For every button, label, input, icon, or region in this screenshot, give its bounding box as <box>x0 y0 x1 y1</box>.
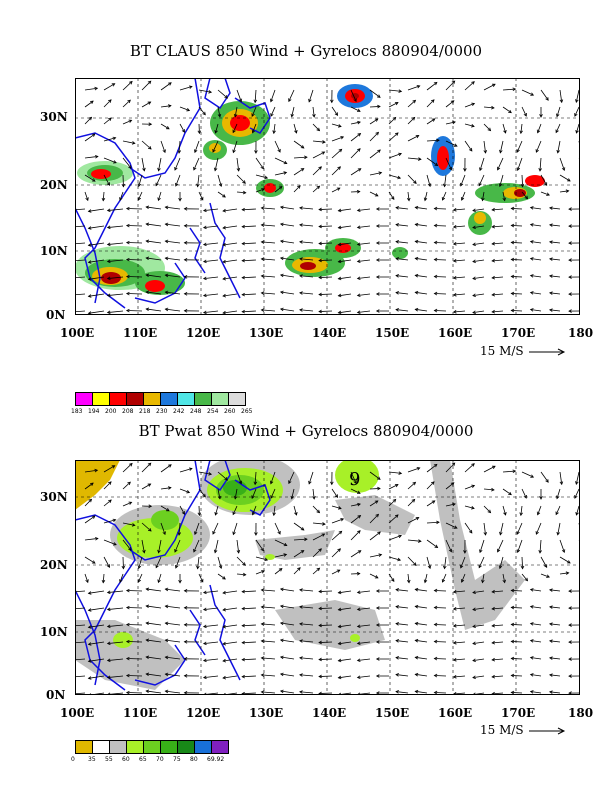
lon-label-110e: 110E <box>123 326 158 340</box>
cloud-top-colorbar-swatch <box>126 392 144 406</box>
precip-water-colorbar <box>75 740 229 754</box>
precip-water-colorbar-swatch <box>177 740 195 754</box>
lon-label-120e: 120E <box>186 706 221 720</box>
cloud-top-colorbar <box>75 392 246 406</box>
lon-label-140e: 140E <box>312 706 347 720</box>
cloud-top-colorbar-tick-label: 242 <box>173 408 185 415</box>
cloud-top-colorbar-tick-label: 265 <box>241 408 253 415</box>
scale-arrow-icon <box>529 727 566 734</box>
precip-water-colorbar-tick-label: 35 <box>88 756 96 763</box>
lon-label-150e: 150E <box>375 326 410 340</box>
lon-label-160e: 160E <box>438 706 473 720</box>
precip-water-colorbar-tick-label: 70 <box>156 756 164 763</box>
lat-label-30n: 30N <box>40 110 68 124</box>
cloud-top-colorbar-swatch <box>194 392 212 406</box>
lat-label-30n: 30N <box>40 490 68 504</box>
precip-water-colorbar-swatch <box>211 740 229 754</box>
cloud-top-colorbar-tick-label: 254 <box>207 408 219 415</box>
top-map <box>75 78 580 315</box>
lon-label-180: 180 <box>568 706 594 720</box>
lon-label-100e: 100E <box>60 706 95 720</box>
lon-label-170e: 170E <box>501 706 536 720</box>
cloud-top-colorbar-swatch <box>228 392 246 406</box>
lon-label-170e: 170E <box>501 326 536 340</box>
precip-water-colorbar-swatch <box>75 740 93 754</box>
precip-water-colorbar-tick-label: 65 <box>139 756 147 763</box>
lon-label-160e: 160E <box>438 326 473 340</box>
precip-water-colorbar-tick-label: 0 <box>71 756 75 763</box>
cloud-top-colorbar-tick-label: 194 <box>88 408 100 415</box>
wind-scale-label: 15 M/S <box>480 723 567 737</box>
cloud-top-colorbar-swatch <box>211 392 229 406</box>
cloud-top-colorbar-tick-label: 218 <box>139 408 151 415</box>
cloud-top-colorbar-swatch <box>160 392 178 406</box>
gridlines <box>75 78 580 315</box>
lon-label-150e: 150E <box>375 706 410 720</box>
wind-scale-label: 15 M/S <box>480 344 567 358</box>
lat-label-0n: 0N <box>46 688 66 702</box>
wind-vectors <box>75 462 580 695</box>
precip-water-colorbar-tick-label: 75 <box>173 756 181 763</box>
gyre-marker: 9 <box>349 469 360 490</box>
lon-label-140e: 140E <box>312 326 347 340</box>
cloud-top-colorbar-tick-label: 200 <box>105 408 117 415</box>
lon-label-100e: 100E <box>60 326 95 340</box>
precip-water-colorbar-swatch <box>160 740 178 754</box>
precip-water-colorbar-swatch <box>109 740 127 754</box>
lat-label-0n: 0N <box>46 308 66 322</box>
lat-label-10n: 10N <box>40 625 68 639</box>
cloud-top-colorbar-tick-label: 230 <box>156 408 168 415</box>
precip-water-colorbar-tick-label: 80 <box>190 756 198 763</box>
precip-water-colorbar-swatch <box>143 740 161 754</box>
lon-label-120e: 120E <box>186 326 221 340</box>
bottom-map: 9 <box>75 460 580 695</box>
cloud-top-colorbar-tick-label: 208 <box>122 408 134 415</box>
precip-water-colorbar-swatch <box>92 740 110 754</box>
cloud-top-colorbar-tick-label: 248 <box>190 408 202 415</box>
precip-water-colorbar-tick-label: 69.92 <box>207 756 225 763</box>
cloud-top-colorbar-swatch <box>109 392 127 406</box>
lon-label-110e: 110E <box>123 706 158 720</box>
cloud-top-colorbar-swatch <box>92 392 110 406</box>
cloud-top-colorbar-tick-label: 260 <box>224 408 236 415</box>
lat-label-20n: 20N <box>40 178 68 192</box>
precip-water-colorbar-tick-label: 55 <box>105 756 113 763</box>
gridlines <box>75 460 580 695</box>
bottom-panel-title: BT Pwat 850 Wind + Gyrelocs 880904/0000 <box>138 422 474 440</box>
lon-label-130e: 130E <box>249 326 284 340</box>
cloud-top-shading <box>75 84 545 295</box>
scale-arrow-icon <box>529 348 566 355</box>
lat-label-20n: 20N <box>40 558 68 572</box>
top-panel-title: BT CLAUS 850 Wind + Gyrelocs 880904/0000 <box>129 42 483 60</box>
wind-vectors <box>75 80 580 315</box>
precipitable-water-shading <box>75 460 525 690</box>
cloud-top-colorbar-tick-label: 183 <box>71 408 83 415</box>
precip-water-colorbar-swatch <box>126 740 144 754</box>
lon-label-130e: 130E <box>249 706 284 720</box>
cloud-top-colorbar-swatch <box>143 392 161 406</box>
cloud-top-colorbar-swatch <box>177 392 195 406</box>
lat-label-10n: 10N <box>40 244 68 258</box>
lon-label-180: 180 <box>568 326 594 340</box>
precip-water-colorbar-tick-label: 60 <box>122 756 130 763</box>
cloud-top-colorbar-swatch <box>75 392 93 406</box>
precip-water-colorbar-swatch <box>194 740 212 754</box>
